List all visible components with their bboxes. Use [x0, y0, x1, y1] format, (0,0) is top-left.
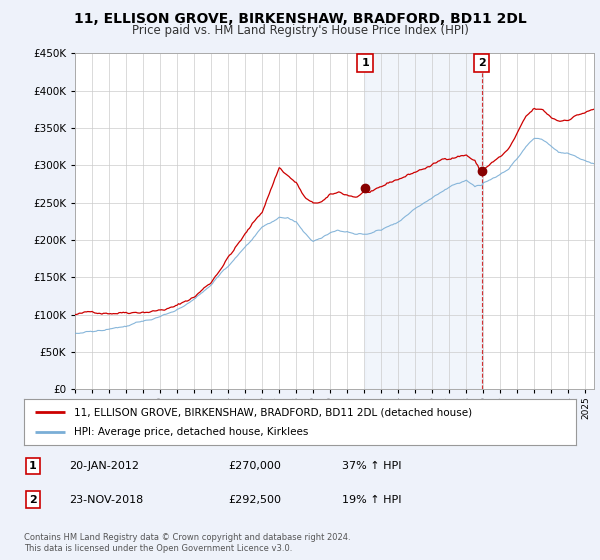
Text: 20-JAN-2012: 20-JAN-2012 — [69, 461, 139, 471]
Text: Contains HM Land Registry data © Crown copyright and database right 2024.
This d: Contains HM Land Registry data © Crown c… — [24, 533, 350, 553]
Text: £292,500: £292,500 — [228, 494, 281, 505]
Text: HPI: Average price, detached house, Kirklees: HPI: Average price, detached house, Kirk… — [74, 427, 308, 437]
Bar — [365, 53, 482, 389]
Text: 2: 2 — [478, 58, 485, 68]
Text: 11, ELLISON GROVE, BIRKENSHAW, BRADFORD, BD11 2DL (detached house): 11, ELLISON GROVE, BIRKENSHAW, BRADFORD,… — [74, 407, 472, 417]
Text: Price paid vs. HM Land Registry's House Price Index (HPI): Price paid vs. HM Land Registry's House … — [131, 24, 469, 36]
Text: 1: 1 — [29, 461, 37, 471]
Text: 2: 2 — [29, 494, 37, 505]
Text: £270,000: £270,000 — [228, 461, 281, 471]
Text: 37% ↑ HPI: 37% ↑ HPI — [342, 461, 401, 471]
Text: 11, ELLISON GROVE, BIRKENSHAW, BRADFORD, BD11 2DL: 11, ELLISON GROVE, BIRKENSHAW, BRADFORD,… — [74, 12, 526, 26]
Text: 19% ↑ HPI: 19% ↑ HPI — [342, 494, 401, 505]
Text: 1: 1 — [361, 58, 369, 68]
Text: 23-NOV-2018: 23-NOV-2018 — [69, 494, 143, 505]
